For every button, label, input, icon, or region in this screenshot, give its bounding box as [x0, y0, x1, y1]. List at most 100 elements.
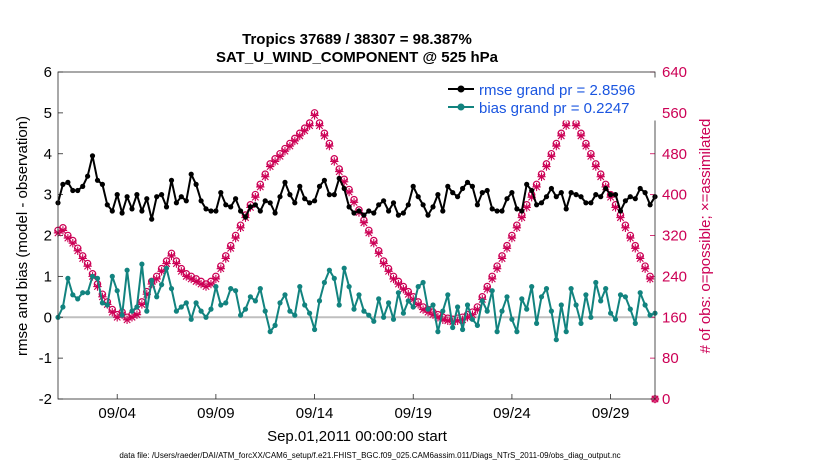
rmse-point — [474, 202, 480, 208]
obs-assimilated-point — [98, 292, 107, 302]
rmse-point — [104, 202, 110, 208]
obs-assimilated-point — [423, 307, 433, 317]
obs-assimilated-point — [532, 182, 541, 192]
rmse-point — [410, 183, 416, 189]
bias-point — [75, 296, 81, 302]
obs-assimilated-point — [487, 274, 497, 284]
rmse-point — [144, 196, 150, 202]
rmse-point — [558, 190, 564, 196]
left-tick-label: 2 — [44, 228, 52, 245]
rmse-point — [578, 194, 584, 200]
bias-point — [257, 286, 263, 292]
bias-point — [405, 298, 411, 304]
bias-point — [455, 304, 461, 310]
plot-frame — [57, 71, 656, 400]
left-tick-label: 6 — [44, 64, 52, 81]
bias-point — [287, 308, 293, 314]
obs-assimilated-point — [581, 141, 591, 151]
rmse-point — [178, 194, 184, 200]
bias-point — [356, 292, 362, 298]
rmse-point — [405, 202, 411, 208]
rmse-point — [134, 192, 140, 198]
bias-point — [464, 302, 471, 308]
obs-assimilated-point — [483, 284, 492, 294]
rmse-point — [336, 175, 342, 181]
bias-point — [139, 261, 145, 267]
rmse-point — [80, 183, 86, 189]
bias-point — [80, 290, 86, 296]
rmse-point — [341, 185, 347, 192]
obs-assimilated-point — [216, 264, 226, 273]
obs-assimilated-point — [384, 267, 393, 276]
rmse-point — [627, 194, 633, 200]
bias-point — [395, 290, 401, 296]
rmse-point — [109, 208, 115, 214]
rmse-point — [233, 196, 239, 202]
bias-point — [307, 310, 313, 316]
rmse-point — [316, 183, 323, 189]
bias-point — [489, 288, 495, 294]
rmse-point — [381, 198, 387, 204]
obs-assimilated-point — [226, 244, 235, 253]
bias-point — [632, 320, 638, 326]
rmse-point — [386, 208, 392, 214]
left-tick-label: 1 — [44, 268, 52, 285]
bias-point — [89, 273, 96, 279]
obs-assimilated-point — [206, 279, 216, 289]
rmse-point — [277, 194, 283, 200]
bias-point — [85, 290, 91, 296]
bias-point — [598, 298, 604, 304]
rmse-point — [262, 198, 268, 204]
obs-assimilated-point — [463, 313, 472, 322]
rmse-point — [460, 185, 466, 192]
bias-point — [543, 286, 550, 292]
bias-point — [173, 308, 179, 314]
bias-point — [242, 306, 249, 312]
bias-point — [149, 277, 155, 284]
bias-point — [642, 302, 648, 308]
rmse-point — [203, 206, 209, 212]
rmse-point — [390, 200, 397, 206]
rmse-point — [598, 194, 604, 200]
left-tick-label: -1 — [39, 350, 52, 367]
bias-point — [114, 288, 120, 294]
legend-rmse-label: rmse grand pr = 2.8596 — [479, 82, 635, 99]
bias-point — [65, 275, 71, 281]
rmse-point — [479, 190, 485, 196]
bias-point — [617, 292, 624, 298]
rmse-point — [534, 202, 540, 208]
bias-point — [213, 284, 219, 290]
bias-point — [208, 306, 214, 312]
bias-point — [425, 306, 431, 312]
obs-assimilated-point — [374, 249, 383, 258]
rmse-point — [415, 194, 421, 200]
rmse-point — [218, 190, 224, 196]
obs-assimilated-point — [591, 162, 600, 171]
bias-point — [321, 279, 327, 286]
obs-assimilated-point — [63, 233, 73, 243]
bias-point — [178, 304, 184, 310]
obs-assimilated-point — [122, 315, 132, 325]
rmse-point — [85, 173, 91, 179]
obs-assimilated-point — [152, 274, 161, 284]
legend-bias-marker — [457, 103, 465, 111]
obs-assimilated-point — [201, 282, 211, 291]
obs-assimilated-point — [270, 157, 280, 166]
obs-assimilated-point — [290, 136, 300, 146]
bias-point — [381, 314, 387, 320]
bias-point — [608, 310, 614, 316]
rmse-point — [223, 202, 229, 208]
obs-assimilated-point — [187, 274, 196, 284]
rmse-point — [331, 192, 337, 198]
rmse-point — [494, 208, 500, 214]
rmse-point — [168, 177, 175, 183]
bias-point — [223, 300, 229, 306]
bias-point — [262, 308, 268, 314]
left-axis-ticks: -2 -1 0 1 2 3 4 5 6 — [39, 64, 63, 408]
rmse-point — [464, 179, 471, 185]
right-tick-label: 320 — [662, 228, 687, 245]
obs-assimilated-point — [497, 254, 507, 263]
bias-point — [494, 329, 500, 335]
rmse-point — [469, 183, 475, 189]
obs-assimilated-point — [335, 167, 344, 176]
